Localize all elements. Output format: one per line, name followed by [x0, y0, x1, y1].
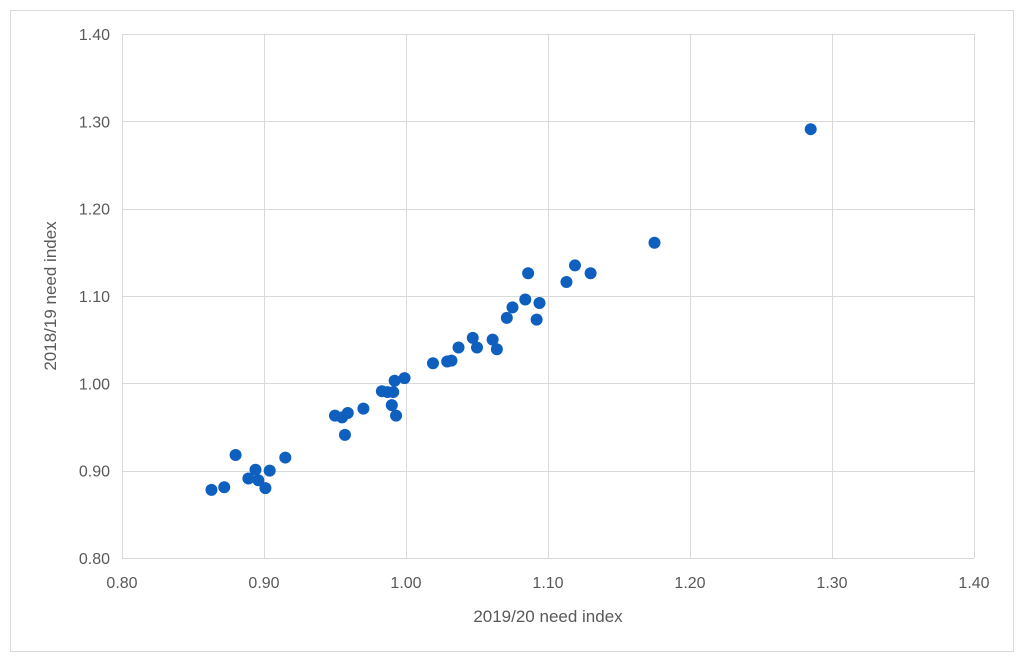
data-point: [445, 354, 458, 367]
y-tick-label: 1.20: [79, 202, 110, 219]
x-tick-label: 0.80: [106, 575, 137, 592]
data-point: [357, 402, 370, 415]
y-tick-label: 1.30: [79, 114, 110, 131]
data-point: [506, 301, 519, 314]
data-point: [385, 399, 398, 412]
data-point: [648, 236, 661, 249]
data-point: [560, 276, 573, 289]
data-point: [388, 374, 401, 387]
data-point: [390, 409, 403, 422]
x-axis-label: 2019/20 need index: [473, 607, 623, 626]
data-point: [205, 483, 218, 496]
data-point: [519, 293, 532, 306]
data-point: [486, 333, 499, 346]
y-tick-label: 0.90: [79, 464, 110, 481]
data-point: [263, 464, 276, 477]
data-point: [249, 463, 262, 476]
x-tick-label: 1.20: [674, 575, 705, 592]
data-point: [279, 451, 292, 464]
x-tick-label: 1.30: [816, 575, 847, 592]
data-point: [466, 331, 479, 344]
data-point: [522, 267, 535, 280]
y-tick-label: 1.40: [79, 27, 110, 44]
data-point: [490, 343, 503, 356]
y-tick-label: 1.00: [79, 376, 110, 393]
data-point: [398, 372, 411, 385]
x-tick-label: 0.90: [248, 575, 279, 592]
x-tick-label: 1.10: [532, 575, 563, 592]
data-point: [387, 386, 400, 399]
data-point: [533, 296, 546, 309]
data-point: [259, 482, 272, 495]
data-point: [471, 341, 483, 354]
y-axis-label: 2018/19 need index: [41, 221, 60, 371]
tick-labels: 0.80 0.90 1.00 1.10 1.20 1.30 1.40 0.80 0.90 1.00…: [79, 27, 990, 592]
chart-frame: [10, 10, 1014, 652]
y-tick-label: 1.10: [79, 289, 110, 306]
data-point: [338, 428, 351, 441]
data-point: [568, 259, 581, 272]
data-point: [426, 357, 439, 370]
x-tick-label: 1.00: [390, 575, 421, 592]
data-point: [500, 311, 513, 324]
data-point: [804, 123, 817, 136]
data-point: [341, 407, 354, 420]
data-point: [452, 341, 465, 354]
data-point: [218, 481, 231, 494]
data-point: [242, 472, 255, 485]
data-points: [205, 123, 817, 496]
data-point: [252, 474, 265, 487]
data-point: [584, 267, 597, 280]
y-tick-label: 0.80: [79, 551, 110, 568]
x-tick-label: 1.40: [958, 575, 989, 592]
data-point: [530, 313, 543, 326]
data-point: [229, 448, 242, 461]
grid-lines: [122, 34, 975, 559]
